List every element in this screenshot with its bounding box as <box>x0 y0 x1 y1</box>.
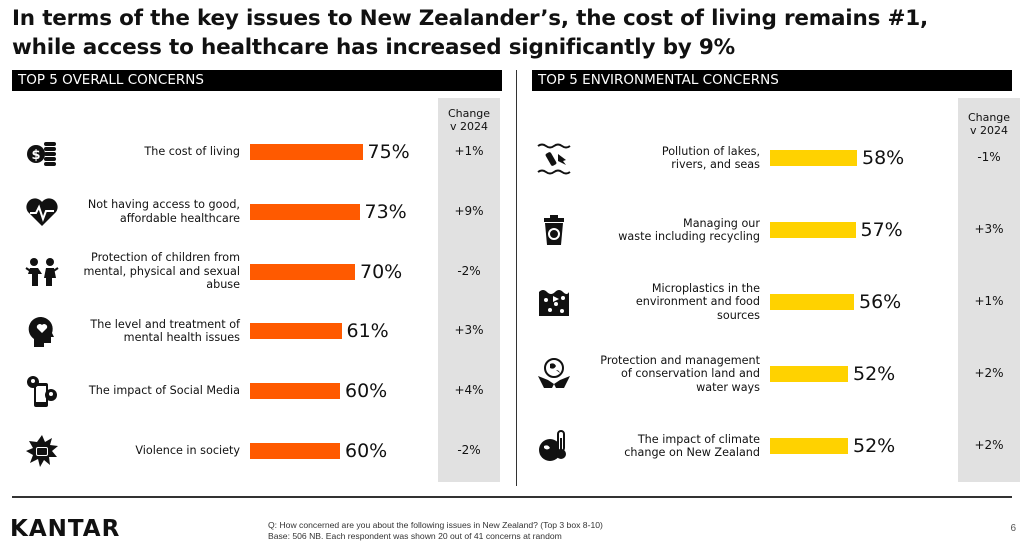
change-value: +4% <box>454 383 484 398</box>
headline-line-1: In terms of the key issues to New Zealan… <box>12 6 928 31</box>
category-label-line: The impact of Social Media <box>88 384 240 398</box>
category-label: Violence in society <box>70 444 240 458</box>
category-label-line: environment and food <box>635 295 760 309</box>
category-label-line: Managing our <box>683 216 760 230</box>
category-label: Protection of children from mental, physi… <box>70 251 240 292</box>
bar <box>250 443 340 459</box>
bar <box>770 294 854 310</box>
climate-thermometer-icon <box>536 428 572 464</box>
bar <box>250 144 363 160</box>
value-label: 52% <box>853 435 896 457</box>
panel-divider <box>516 70 517 486</box>
category-label-line: waste including recycling <box>618 230 760 243</box>
change-value: +1% <box>974 294 1004 308</box>
category-label-line: The impact of climate <box>637 432 760 446</box>
children-icon <box>24 254 60 290</box>
social-media-phone-icon <box>24 373 60 409</box>
category-label-line: mental, physical and sexual <box>83 264 240 278</box>
category-label-line: change on New Zealand <box>624 446 760 459</box>
value-label: 70% <box>360 260 403 283</box>
change-value: -1% <box>977 150 1001 164</box>
bar <box>250 203 360 220</box>
category-label: The impact of Social Media <box>70 384 240 398</box>
environmental-change-column <box>958 98 1020 482</box>
value-label: 58% <box>862 147 905 169</box>
bar <box>250 323 342 340</box>
change-value: -2% <box>457 443 481 457</box>
category-label-line: abuse <box>206 278 240 292</box>
footnote-question: Q: How concerned are you about the follo… <box>268 520 603 530</box>
environmental-concerns-header: TOP 5 ENVIRONMENTAL CONCERNS <box>532 70 1012 91</box>
bar <box>250 263 355 280</box>
footnote-base: Base: 506 NB. Each respondent was shown … <box>268 531 562 541</box>
bar <box>770 150 857 166</box>
bar <box>250 383 340 400</box>
category-label-line: Violence in society <box>135 444 240 458</box>
category-label: The level and treatment of mental health … <box>70 318 240 345</box>
change-value: +3% <box>454 323 484 338</box>
environmental-change-header: Change v 2024 <box>958 111 1020 137</box>
category-label-line: sources <box>717 308 760 322</box>
change-value: -2% <box>457 263 481 278</box>
value-label: 75% <box>367 141 410 163</box>
recycling-bin-icon <box>536 212 572 248</box>
category-label-line: Not having access to good, <box>87 198 240 212</box>
category-label: The cost of living <box>70 145 240 159</box>
category-label-line: The level and treatment of <box>90 317 240 331</box>
headline-line-2: while access to healthcare has increased… <box>12 35 735 60</box>
footer-divider <box>12 496 1012 498</box>
heart-pulse-icon <box>24 194 60 230</box>
category-label-line: Protection of children from <box>91 251 240 265</box>
headline: In terms of the key issues to New Zealan… <box>12 4 1012 62</box>
category-label: The impact of climate change on New Zeala… <box>580 433 760 460</box>
category-label-line: Pollution of lakes, <box>661 144 760 158</box>
category-label: Microplastics in the environment and food… <box>580 282 760 323</box>
category-label: Managing our waste including recycling <box>580 217 760 244</box>
category-label: Protection and management of conservation… <box>580 354 760 395</box>
microplastics-icon <box>536 284 572 320</box>
svg-text:$: $ <box>31 148 40 163</box>
value-label: 61% <box>346 320 389 343</box>
conservation-hands-icon <box>536 356 572 392</box>
value-label: 60% <box>345 380 388 403</box>
value-label: 60% <box>345 440 388 462</box>
head-heart-icon <box>24 313 60 349</box>
bar <box>770 438 848 454</box>
category-label-line: mental health issues <box>123 331 240 345</box>
violence-fist-icon <box>24 433 60 469</box>
category-label-line: rivers, and seas <box>671 158 760 171</box>
category-label-line: of conservation land and <box>621 367 760 381</box>
value-label: 52% <box>853 363 896 385</box>
category-label-line: water ways <box>696 380 760 394</box>
change-value: +2% <box>974 366 1004 380</box>
kantar-logo: KANTAR <box>10 516 121 542</box>
bar <box>770 222 856 238</box>
change-header-line-2: v 2024 <box>969 124 1008 137</box>
water-pollution-icon <box>536 140 572 176</box>
category-label-line: Microplastics in the <box>651 281 760 295</box>
category-label: Not having access to good, affordable hea… <box>70 198 240 225</box>
footnote: Q: How concerned are you about the follo… <box>268 520 603 542</box>
change-value: +3% <box>974 222 1004 236</box>
overall-concerns-header: TOP 5 OVERALL CONCERNS <box>12 70 502 91</box>
change-value: +1% <box>454 144 484 158</box>
change-header-line-1: Change <box>967 111 1011 124</box>
bar <box>770 366 848 382</box>
category-label: Pollution of lakes, rivers, and seas <box>580 145 760 172</box>
overall-change-column <box>438 98 500 482</box>
category-label-line: Protection and management <box>600 353 760 367</box>
value-label: 57% <box>860 219 903 241</box>
category-label-line: The cost of living <box>144 145 240 159</box>
value-label: 56% <box>859 291 902 313</box>
category-label-line: affordable healthcare <box>119 211 240 225</box>
change-value: +2% <box>974 438 1004 452</box>
change-header-line-1: Change <box>447 107 491 120</box>
coins-icon: $ <box>24 134 60 170</box>
value-label: 73% <box>364 200 407 223</box>
change-header-line-2: v 2024 <box>449 120 488 133</box>
change-value: +9% <box>454 203 484 218</box>
overall-change-header: Change v 2024 <box>438 107 500 133</box>
page-number: 6 <box>1010 523 1016 534</box>
